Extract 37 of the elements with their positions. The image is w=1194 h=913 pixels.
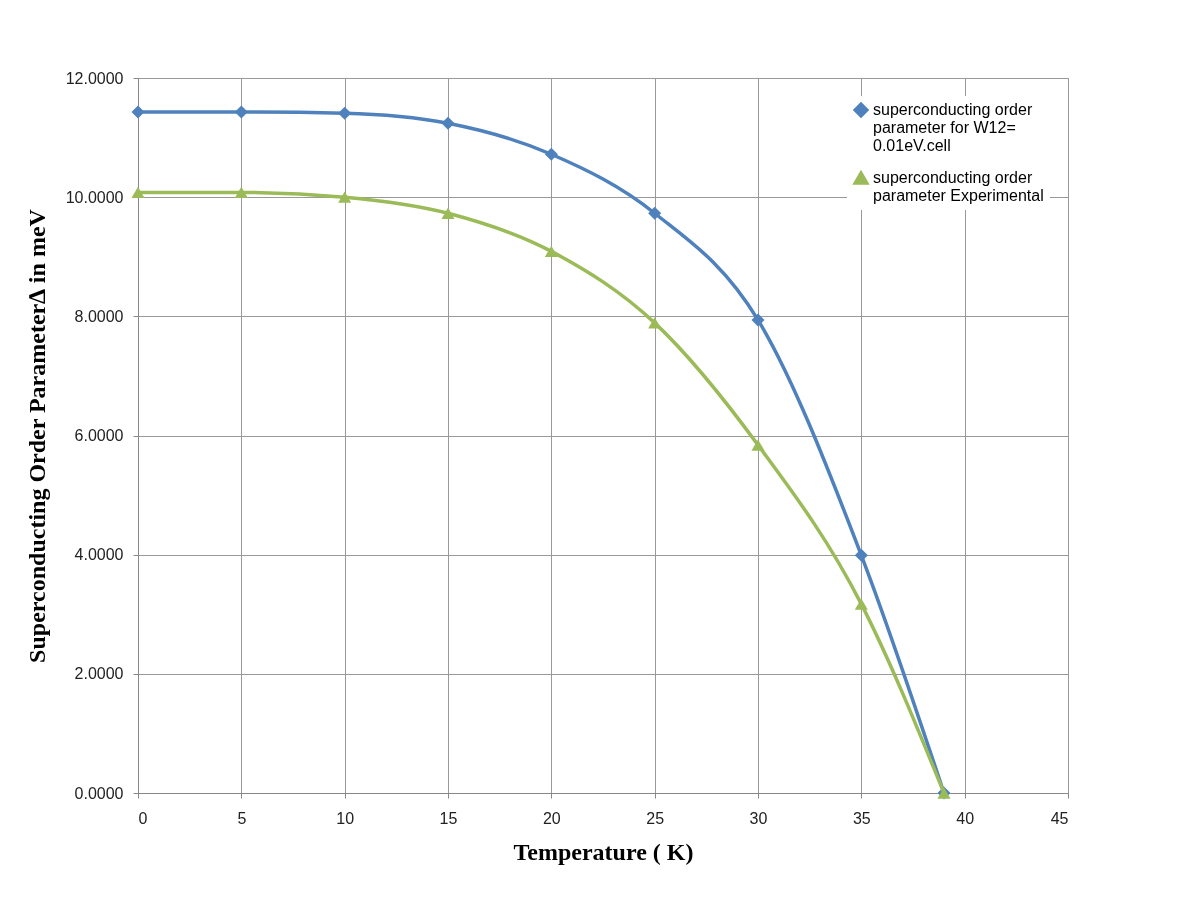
point — [234, 105, 248, 119]
y-tick-label: 12.0000 — [65, 69, 124, 87]
y-tick-label: 2.0000 — [74, 665, 124, 683]
x-axis-title: Temperature ( K) — [513, 838, 694, 865]
point — [544, 147, 558, 161]
legend-label: superconducting order parameter for W12= 0.01eV.cell — [873, 101, 1033, 154]
point — [854, 548, 868, 562]
point — [751, 313, 765, 327]
point — [751, 439, 765, 451]
y-tick-label: 10.0000 — [65, 188, 124, 206]
x-tick-label: 40 — [956, 809, 975, 827]
x-tick-label: 35 — [852, 809, 871, 827]
point — [648, 206, 662, 220]
point — [441, 207, 455, 219]
y-tick-label: 6.0000 — [74, 427, 124, 444]
y-axis-title: Superconducting Order Parameter∆ in meV — [23, 208, 50, 663]
point — [234, 186, 248, 199]
y-tick-label: 4.0000 — [74, 546, 124, 564]
x-tick-label: 25 — [646, 809, 665, 827]
legend-label: superconducting order parameter Experimental — [873, 169, 1044, 204]
point — [544, 245, 558, 258]
point — [131, 186, 145, 199]
point — [338, 191, 352, 203]
point — [131, 105, 145, 119]
x-tick-label: 30 — [749, 809, 768, 827]
y-tick-label: 0.0000 — [74, 784, 124, 802]
point — [854, 598, 868, 610]
x-tick-label: 45 — [1050, 809, 1069, 827]
x-tick-label: 5 — [237, 809, 247, 827]
x-tick-label: 10 — [336, 809, 355, 827]
point — [648, 317, 662, 329]
point — [338, 106, 352, 120]
x-tick-label: 0 — [138, 809, 148, 827]
point — [441, 116, 455, 130]
x-tick-label: 15 — [439, 809, 458, 827]
x-tick-label: 20 — [542, 809, 561, 827]
y-tick-label: 8.0000 — [74, 307, 124, 325]
